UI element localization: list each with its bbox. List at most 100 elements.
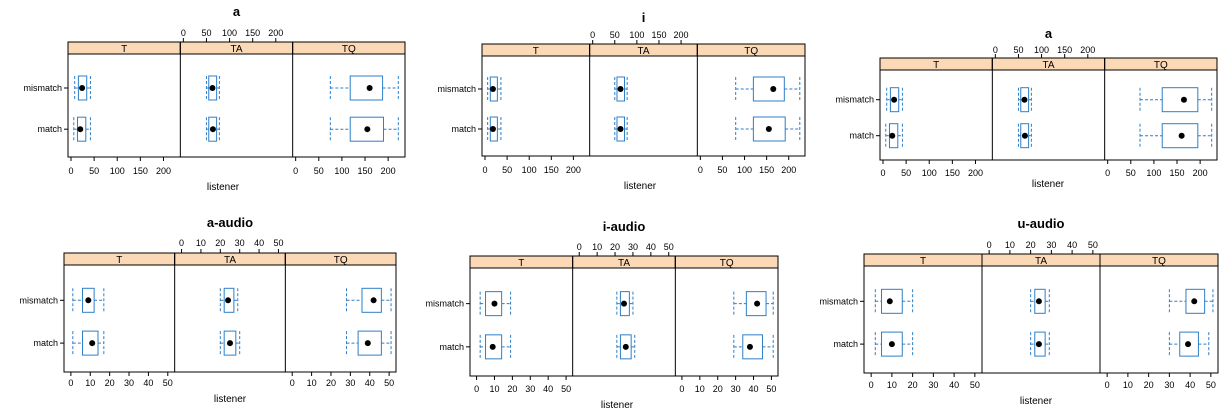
x-tick-label: 0 [869, 380, 874, 390]
x-tick-label: 30 [1046, 240, 1056, 250]
x-tick-label: 200 [268, 28, 283, 38]
chart-title: a [1045, 26, 1053, 41]
x-tick-label: 150 [1169, 168, 1184, 178]
x-tick-label: 100 [737, 165, 752, 175]
x-tick-label: 0 [590, 30, 595, 40]
iqr-box [361, 287, 382, 313]
median-dot [370, 297, 377, 304]
row-label-match: match [451, 124, 476, 134]
x-tick-label: 200 [566, 165, 581, 175]
box-TQ-match [345, 330, 392, 356]
box-T-mismatch [74, 75, 91, 101]
strip-label: TA [230, 44, 242, 55]
strip-label: T [116, 255, 122, 266]
x-tick-label: 40 [1067, 240, 1077, 250]
strip-label: TQ [720, 258, 734, 269]
median-dot [1180, 96, 1187, 103]
iqr-box [82, 330, 99, 356]
plot-frame [481, 43, 806, 157]
median-dot [225, 297, 232, 304]
x-tick-label: 20 [610, 242, 620, 252]
median-dot [1178, 132, 1185, 139]
x-tick-label: 50 [1126, 168, 1136, 178]
x-tick-label: 200 [381, 166, 396, 176]
x-tick-label: 50 [1206, 380, 1216, 390]
x-tick-label: 30 [731, 384, 741, 394]
x-tick-label: 150 [759, 165, 774, 175]
strip-label: TA [1035, 256, 1047, 267]
box-TA-match [1017, 123, 1032, 149]
x-tick-label: 150 [1057, 45, 1072, 55]
x-tick-label: 30 [345, 378, 355, 388]
iqr-box [357, 330, 382, 356]
box-TQ-mismatch [1139, 87, 1213, 113]
x-tick-label: 20 [1026, 240, 1036, 250]
x-axis-label: listener [207, 182, 240, 193]
x-axis-label: listener [214, 394, 247, 405]
box-TA-mismatch [219, 287, 239, 313]
strip-label: T [518, 258, 524, 269]
median-dot [888, 341, 895, 348]
median-dot [886, 298, 893, 305]
median-dot [617, 126, 624, 132]
iqr-box [223, 330, 237, 356]
median-dot [489, 86, 496, 92]
strip-label: T [933, 60, 939, 71]
median-dot [1021, 132, 1028, 139]
x-tick-label: 50 [273, 238, 283, 248]
median-dot [765, 126, 772, 132]
strip-label: TA [637, 46, 649, 57]
median-dot [1035, 298, 1042, 305]
x-tick-label: 10 [695, 384, 705, 394]
median-dot [209, 126, 216, 133]
median-dot [364, 126, 371, 133]
x-axis-label: listener [1020, 396, 1053, 407]
x-tick-label: 200 [781, 165, 796, 175]
row-label-match: match [849, 131, 874, 141]
median-dot [617, 86, 624, 92]
x-tick-label: 0 [290, 378, 295, 388]
iqr-box [223, 287, 235, 313]
row-label-match: match [439, 342, 464, 352]
median-dot [622, 343, 629, 350]
x-tick-label: 200 [1193, 168, 1208, 178]
box-TQ-match [329, 116, 399, 142]
x-tick-label: 10 [592, 242, 602, 252]
median-dot [77, 126, 84, 133]
x-tick-label: 30 [928, 380, 938, 390]
box-T-mismatch [874, 288, 914, 314]
box-TA-match [614, 116, 628, 142]
chart-6: u-audio T TA TQ mismatch match 0 10 20 30 40 50 0 10 2… [819, 216, 1219, 407]
median-dot [209, 84, 216, 91]
chart-title: a [233, 4, 241, 19]
x-tick-label: 150 [945, 168, 960, 178]
iqr-box [349, 75, 384, 101]
chart-title: i-audio [603, 219, 646, 234]
x-tick-label: 40 [749, 384, 759, 394]
iqr-box [752, 116, 786, 142]
chart-title: i [642, 10, 646, 25]
x-tick-label: 50 [664, 242, 674, 252]
median-dot [1021, 96, 1028, 103]
x-tick-label: 50 [610, 30, 620, 40]
iqr-box [1034, 331, 1046, 357]
median-dot [1191, 298, 1198, 305]
box-T-mismatch [487, 76, 502, 102]
x-tick-label: 50 [384, 378, 394, 388]
median-dot [1185, 341, 1192, 348]
x-tick-label: 100 [110, 166, 125, 176]
x-axis-label: listener [624, 181, 657, 192]
x-tick-label: 50 [1013, 45, 1023, 55]
box-TA-mismatch [1030, 288, 1050, 314]
box-T-match [72, 330, 105, 356]
box-TQ-match [1168, 331, 1210, 357]
x-tick-label: 0 [68, 166, 73, 176]
x-tick-label: 20 [326, 378, 336, 388]
x-tick-label: 40 [949, 380, 959, 390]
x-tick-label: 0 [987, 240, 992, 250]
x-tick-label: 50 [561, 384, 571, 394]
median-dot [891, 96, 898, 103]
strip-label: TQ [744, 46, 758, 57]
x-tick-label: 20 [908, 380, 918, 390]
